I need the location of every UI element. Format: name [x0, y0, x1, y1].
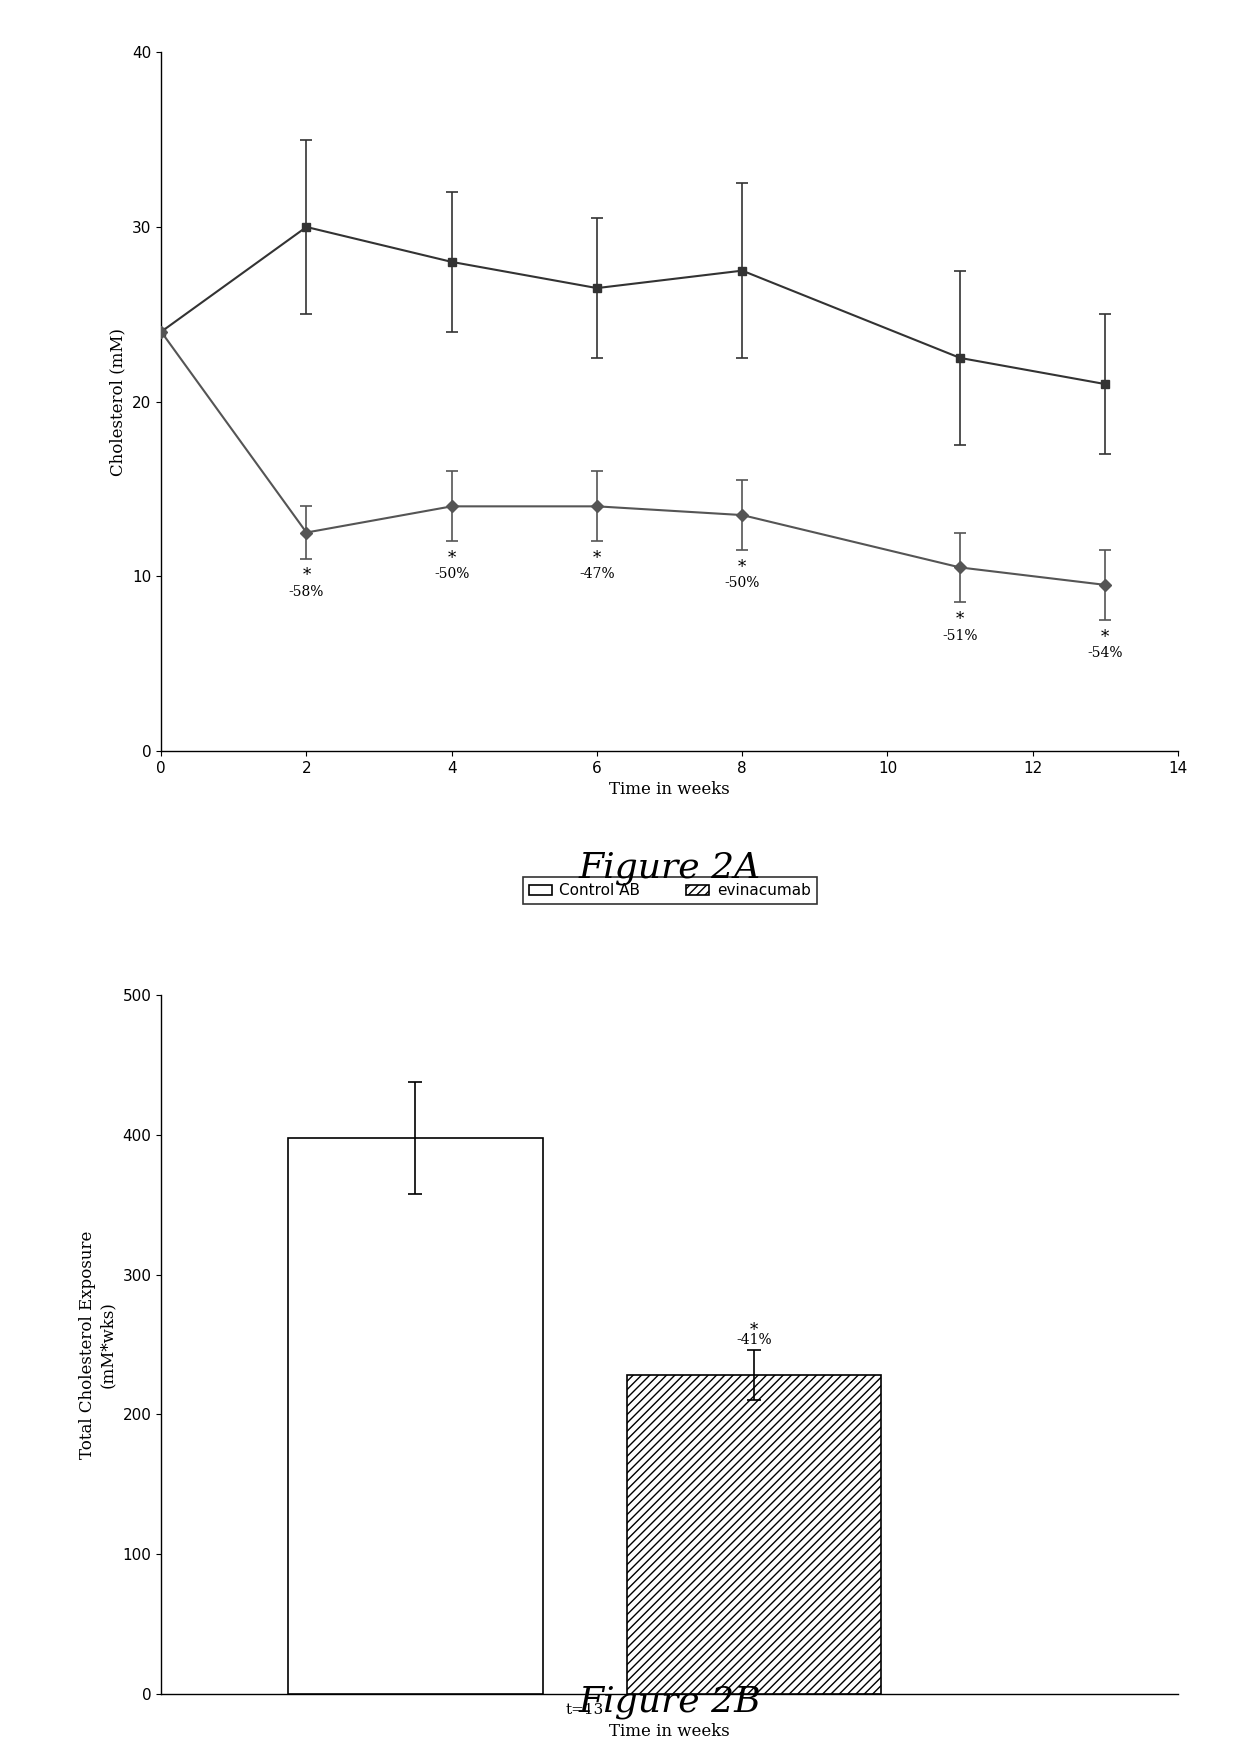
Text: Figure 2A: Figure 2A — [579, 850, 760, 885]
Text: -41%: -41% — [737, 1334, 773, 1348]
Text: *: * — [738, 559, 746, 576]
Bar — [627, 1376, 882, 1694]
Text: *: * — [956, 611, 965, 629]
Legend: Control AB, evinacumab: Control AB, evinacumab — [522, 876, 817, 904]
X-axis label: Time in weeks: Time in weeks — [609, 1723, 730, 1741]
Text: -50%: -50% — [724, 576, 760, 590]
Text: *: * — [448, 550, 456, 567]
Text: *: * — [1101, 629, 1110, 646]
Text: -47%: -47% — [579, 567, 615, 581]
Text: -54%: -54% — [1087, 646, 1123, 660]
Bar — [288, 1138, 543, 1694]
Text: *: * — [593, 550, 601, 567]
Y-axis label: Cholesterol (mM): Cholesterol (mM) — [109, 328, 126, 475]
Text: Figure 2B: Figure 2B — [578, 1685, 761, 1720]
Text: -58%: -58% — [289, 585, 324, 599]
Text: *: * — [750, 1322, 759, 1339]
Text: -50%: -50% — [434, 567, 470, 581]
Y-axis label: Total Cholesterol Exposure
(mM*wks): Total Cholesterol Exposure (mM*wks) — [79, 1231, 115, 1458]
X-axis label: Time in weeks: Time in weeks — [609, 780, 730, 798]
Text: -51%: -51% — [942, 629, 978, 643]
Text: *: * — [303, 567, 310, 585]
